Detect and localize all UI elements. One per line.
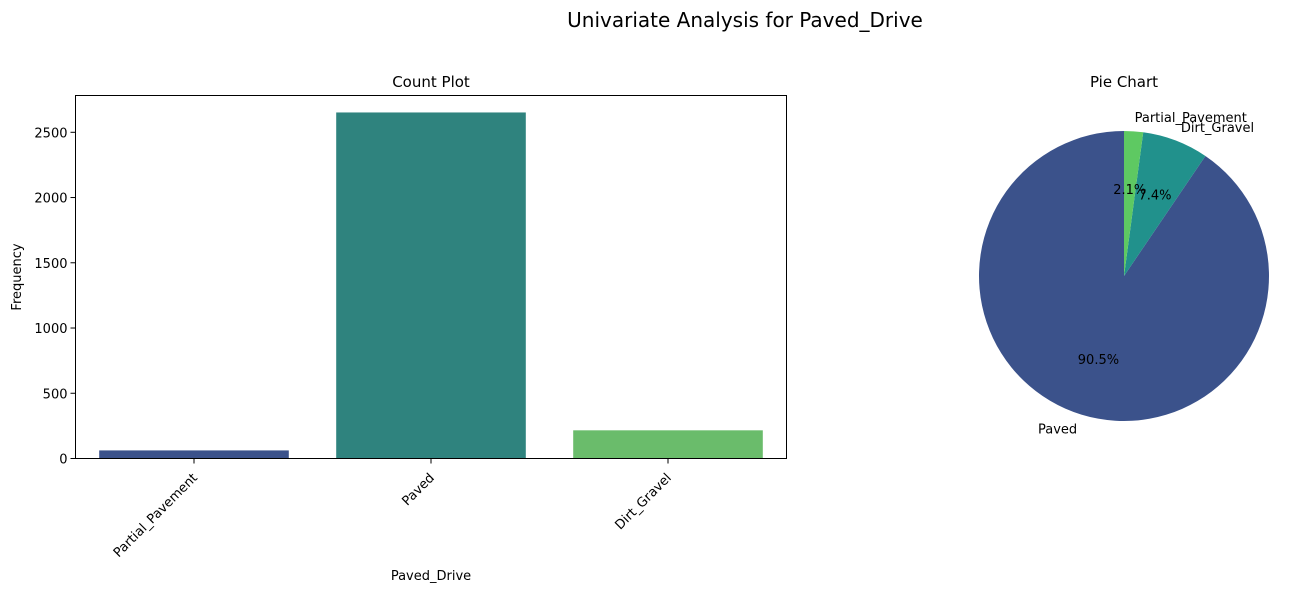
y-axis-label: Frequency <box>10 243 25 310</box>
y-tick-label: 0 <box>59 453 67 468</box>
x-tick-label: Partial_Pavement <box>111 471 201 561</box>
pie-percent-label: 7.4% <box>1139 189 1172 204</box>
pie-chart-title: Pie Chart <box>1090 73 1158 91</box>
y-tick-label: 1000 <box>34 322 67 337</box>
pie-marks: Paved 90.5% Dirt_Gravel 7.4% Partial_Pavemen… <box>979 111 1269 437</box>
bar-paved <box>336 112 526 459</box>
y-tick-label: 2500 <box>34 126 67 141</box>
y-tick-label: 500 <box>43 387 68 402</box>
pie-label: Dirt_Gravel <box>1181 121 1254 136</box>
count-plot: Count Plot 0 500 1000 1500 2000 2500 Partial_… <box>10 73 787 584</box>
figure-title: Univariate Analysis for Paved_Drive <box>567 8 923 32</box>
pie-chart: Pie Chart Paved 90.5% Dirt_Gravel 7.4% Parti… <box>979 73 1269 437</box>
bar-dirt-gravel <box>573 430 763 459</box>
x-axis-ticks: Partial_Pavement Paved Dirt_Gravel <box>111 458 675 561</box>
pie-slice-dirt-gravel <box>1124 132 1206 276</box>
pie-percent-label: 2.1% <box>1113 183 1146 198</box>
y-tick-label: 1500 <box>34 257 67 272</box>
x-axis-label: Paved_Drive <box>391 569 471 584</box>
pie-percent-label: 90.5% <box>1078 353 1119 368</box>
count-plot-title: Count Plot <box>392 73 470 91</box>
y-tick-label: 2000 <box>34 192 67 207</box>
y-axis-ticks: 0 500 1000 1500 2000 2500 <box>34 126 76 468</box>
pie-slice-partial-pavement <box>1124 131 1144 276</box>
x-tick-label: Dirt_Gravel <box>612 471 674 533</box>
pie-label: Partial_Pavement <box>1135 111 1247 126</box>
pie-label: Paved <box>1038 422 1077 437</box>
x-tick-label: Paved <box>400 471 438 509</box>
plot-frame <box>75 95 787 459</box>
bar-marks <box>99 112 763 459</box>
bar-partial-pavement <box>99 450 289 459</box>
